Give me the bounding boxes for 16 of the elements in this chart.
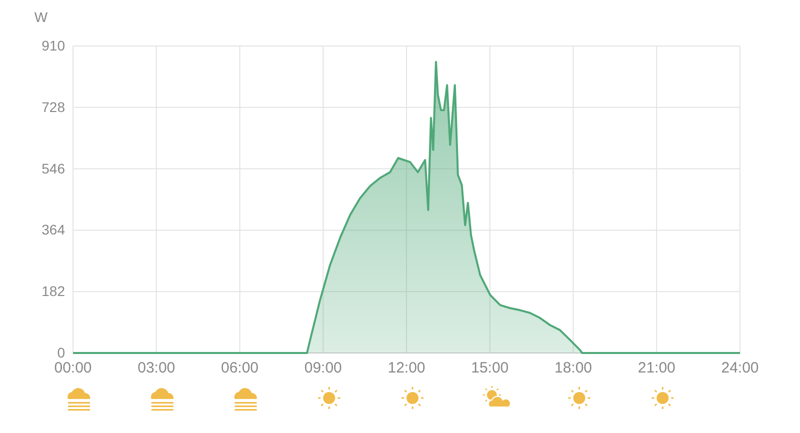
x-tick-label: 03:00: [138, 360, 176, 377]
y-tick-label: 728: [42, 98, 66, 115]
x-tick-label: 21:00: [638, 360, 676, 377]
x-tick-label: 06:00: [220, 360, 259, 377]
x-tick-label: 12:00: [388, 360, 426, 377]
y-tick-label: 910: [42, 37, 66, 54]
y-tick-label: 364: [42, 222, 66, 238]
y-tick-label: 182: [42, 283, 66, 300]
x-tick-label: 00:00: [54, 360, 92, 377]
x-tick-label: 18:00: [554, 360, 592, 377]
x-tick-label: 09:00: [304, 360, 342, 377]
x-tick-label: 15:00: [471, 360, 509, 377]
x-tick-label: 24:00: [721, 360, 759, 377]
y-tick-label: 0: [57, 344, 66, 360]
y-tick-label: 546: [42, 160, 66, 176]
y-axis-title: W: [34, 9, 48, 25]
